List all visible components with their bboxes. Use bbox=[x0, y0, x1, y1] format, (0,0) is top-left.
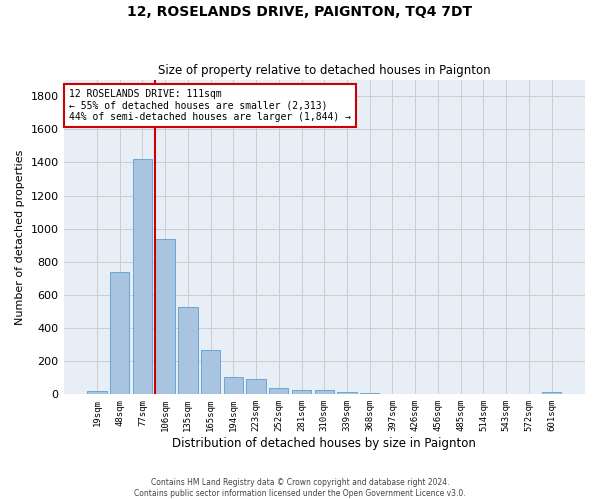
Bar bbox=[292, 390, 311, 394]
Text: 12 ROSELANDS DRIVE: 111sqm
← 55% of detached houses are smaller (2,313)
44% of s: 12 ROSELANDS DRIVE: 111sqm ← 55% of deta… bbox=[69, 89, 351, 122]
Bar bbox=[155, 238, 175, 394]
Bar bbox=[201, 350, 220, 395]
Bar bbox=[314, 390, 334, 394]
Bar bbox=[360, 392, 379, 394]
Title: Size of property relative to detached houses in Paignton: Size of property relative to detached ho… bbox=[158, 64, 491, 77]
Y-axis label: Number of detached properties: Number of detached properties bbox=[15, 150, 25, 324]
Bar bbox=[133, 159, 152, 394]
Bar bbox=[337, 392, 356, 394]
Bar bbox=[269, 388, 289, 394]
X-axis label: Distribution of detached houses by size in Paignton: Distribution of detached houses by size … bbox=[172, 437, 476, 450]
Bar bbox=[247, 380, 266, 394]
Bar bbox=[110, 272, 130, 394]
Text: 12, ROSELANDS DRIVE, PAIGNTON, TQ4 7DT: 12, ROSELANDS DRIVE, PAIGNTON, TQ4 7DT bbox=[127, 5, 473, 19]
Bar bbox=[178, 306, 197, 394]
Text: Contains HM Land Registry data © Crown copyright and database right 2024.
Contai: Contains HM Land Registry data © Crown c… bbox=[134, 478, 466, 498]
Bar bbox=[542, 392, 561, 394]
Bar bbox=[224, 377, 243, 394]
Bar bbox=[87, 391, 107, 394]
